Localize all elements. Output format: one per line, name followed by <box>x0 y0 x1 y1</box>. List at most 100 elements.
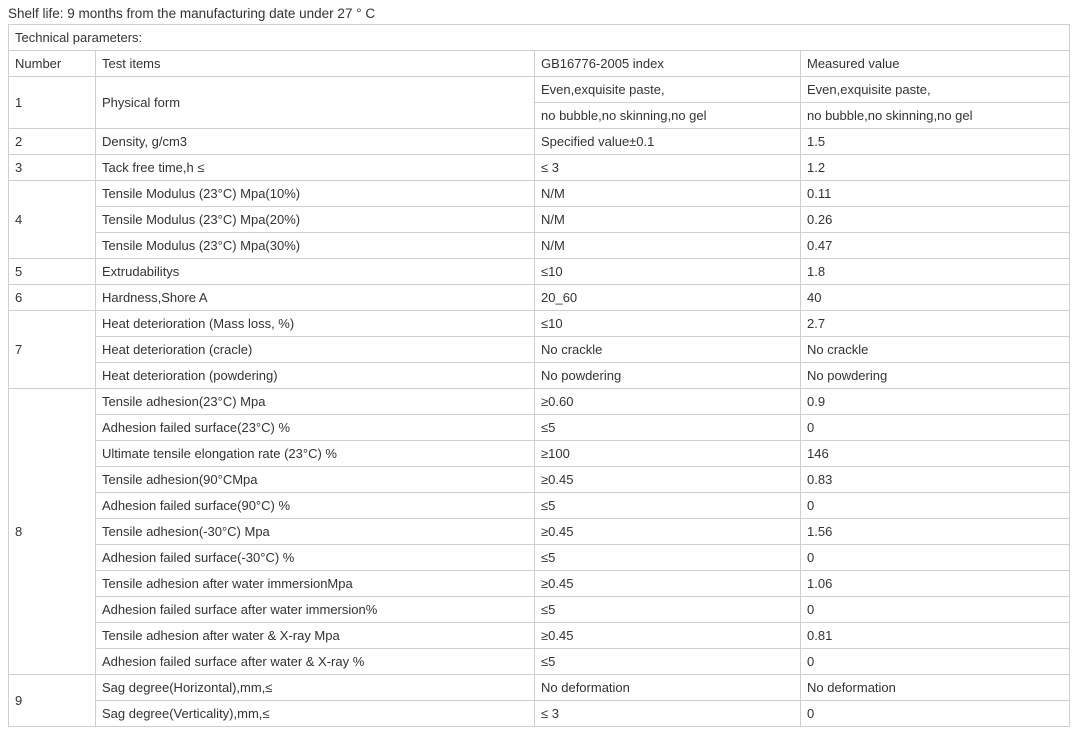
measured-value-cell: 0.26 <box>799 206 1071 233</box>
test-item-cell: Adhesion failed surface(23°C) % <box>95 414 535 441</box>
measured-value-cell: 1.8 <box>799 258 1071 285</box>
standard-index-cell: ≤ 3 <box>534 154 801 181</box>
measured-value-cell: 40 <box>799 284 1071 311</box>
test-item-cell: Heat deterioration (powdering) <box>95 362 535 389</box>
row-number-cell: 4 <box>8 180 96 259</box>
test-item-cell: Tensile adhesion after water immersionMp… <box>95 570 535 597</box>
table-row: Adhesion failed surface(-30°C) % ≤5 0 <box>9 544 1071 571</box>
standard-index-cell: Even,exquisite paste, <box>534 76 801 103</box>
test-item-cell: Adhesion failed surface(90°C) % <box>95 492 535 519</box>
test-item-cell: Tack free time,h ≤ <box>95 154 535 181</box>
measured-value-cell: 0 <box>799 648 1071 675</box>
test-item-cell: Sag degree(Horizontal),mm,≤ <box>95 674 535 701</box>
column-header-standard-index: GB16776-2005 index <box>534 50 801 77</box>
standard-index-cell: ≥0.45 <box>534 622 801 649</box>
column-header-test-items: Test items <box>95 50 535 77</box>
table-row: Tensile adhesion after water immersionMp… <box>9 570 1071 597</box>
test-item-cell: Heat deterioration (cracle) <box>95 336 535 363</box>
table-row: Tensile Modulus (23°C) Mpa(20%) N/M 0.26 <box>9 206 1071 233</box>
column-header-number: Number <box>8 50 96 77</box>
row-number-cell: 3 <box>8 154 96 181</box>
test-item-cell: Adhesion failed surface(-30°C) % <box>95 544 535 571</box>
column-header-measured-value: Measured value <box>799 50 1071 77</box>
measured-value-cell: 1.06 <box>799 570 1071 597</box>
measured-value-cell: 0 <box>799 544 1071 571</box>
table-row: 3 Tack free time,h ≤ ≤ 3 1.2 <box>8 154 1071 181</box>
measured-value-cell: 0 <box>799 596 1071 623</box>
measured-value-cell: 0 <box>799 414 1071 441</box>
standard-index-cell: N/M <box>534 232 801 259</box>
standard-index-cell: No deformation <box>534 674 801 701</box>
standard-index-cell: Specified value±0.1 <box>534 128 801 155</box>
standard-index-cell: ≥0.45 <box>534 466 801 493</box>
table-row: Adhesion failed surface after water & X-… <box>9 648 1071 675</box>
measured-value-cell: Even,exquisite paste, <box>799 76 1071 103</box>
table-row: Tensile Modulus (23°C) Mpa(30%) N/M 0.47 <box>9 232 1071 259</box>
test-item-cell: Tensile Modulus (23°C) Mpa(30%) <box>95 232 535 259</box>
standard-index-cell: no bubble,no skinning,no gel <box>534 102 801 129</box>
standard-index-cell: ≤5 <box>534 596 801 623</box>
row-number-cell: 2 <box>8 128 96 155</box>
test-item-cell: Adhesion failed surface after water & X-… <box>95 648 535 675</box>
row-number-cell: 1 <box>8 76 96 129</box>
test-item-cell: Tensile adhesion(90°CMpa <box>95 466 535 493</box>
row-number-cell: 7 <box>8 310 96 389</box>
standard-index-cell: ≥0.45 <box>534 570 801 597</box>
test-item-cell: Tensile adhesion after water & X-ray Mpa <box>95 622 535 649</box>
measured-value-cell: No crackle <box>799 336 1071 363</box>
standard-index-cell: N/M <box>534 180 801 207</box>
measured-value-cell: 0 <box>799 492 1071 519</box>
test-item-cell: Sag degree(Verticality),mm,≤ <box>95 700 535 727</box>
table-row: 5 Extrudabilitys ≤10 1.8 <box>8 258 1071 285</box>
measured-value-cell: 0.11 <box>799 180 1071 207</box>
table-row: no bubble,no skinning,no gel no bubble,no… <box>9 102 1071 129</box>
caption-row: Technical parameters: <box>7 24 1071 51</box>
standard-index-cell: ≤5 <box>534 492 801 519</box>
test-item-cell: Tensile adhesion(-30°C) Mpa <box>95 518 535 545</box>
standard-index-cell: ≥0.60 <box>534 388 801 415</box>
test-item-cell: Ultimate tensile elongation rate (23°C) … <box>95 440 535 467</box>
table-row: Tensile adhesion(90°CMpa ≥0.45 0.83 <box>9 466 1071 493</box>
standard-index-cell: N/M <box>534 206 801 233</box>
measured-value-cell: 0.81 <box>799 622 1071 649</box>
standard-index-cell: ≥0.45 <box>534 518 801 545</box>
standard-index-cell: ≥100 <box>534 440 801 467</box>
measured-value-cell: 146 <box>799 440 1071 467</box>
measured-value-cell: No deformation <box>799 674 1071 701</box>
table-row: 4 Tensile Modulus (23°C) Mpa(10%) N/M 0.11 <box>8 180 1071 259</box>
standard-index-cell: ≤10 <box>534 310 801 337</box>
header-row: Number Test items GB16776-2005 index Mea… <box>8 50 1071 77</box>
test-item-cell: Tensile Modulus (23°C) Mpa(20%) <box>95 206 535 233</box>
test-item-cell: Extrudabilitys <box>95 258 535 285</box>
table-row: Heat deterioration (cracle) No crackle No … <box>9 336 1071 363</box>
measured-value-cell: 0 <box>799 700 1071 727</box>
standard-index-cell: ≤5 <box>534 544 801 571</box>
table-row: Heat deterioration (powdering) No powderi… <box>9 362 1071 389</box>
standard-index-cell: No crackle <box>534 336 801 363</box>
table-row: Ultimate tensile elongation rate (23°C) … <box>9 440 1071 467</box>
table-row: 1 Physical form Even,exquisite paste, Even,… <box>8 76 1071 129</box>
shelf-life-note: Shelf life: 9 months from the manufactur… <box>8 6 376 21</box>
table-body: 1 Physical form Even,exquisite paste, Even,… <box>8 76 1071 727</box>
row-number-cell: 9 <box>8 674 96 727</box>
measured-value-cell: no bubble,no skinning,no gel <box>799 102 1071 129</box>
row-number-cell: 6 <box>8 284 96 311</box>
row-number-cell: 8 <box>8 388 96 675</box>
table-row: 2 Density, g/cm3 Specified value±0.1 1.5 <box>8 128 1071 155</box>
technical-parameters-table: Technical parameters: Number Test items … <box>7 24 1071 727</box>
test-item-cell: Adhesion failed surface after water imme… <box>95 596 535 623</box>
measured-value-cell: 1.56 <box>799 518 1071 545</box>
table-row: Tensile adhesion(-30°C) Mpa ≥0.45 1.56 <box>9 518 1071 545</box>
measured-value-cell: No powdering <box>799 362 1071 389</box>
test-item-cell: Density, g/cm3 <box>95 128 535 155</box>
measured-value-cell: 2.7 <box>799 310 1071 337</box>
test-item-cell: Physical form <box>95 76 535 129</box>
table-row: 8 Tensile adhesion(23°C) Mpa ≥0.60 0.9 <box>8 388 1071 675</box>
standard-index-cell: ≤5 <box>534 648 801 675</box>
measured-value-cell: 0.9 <box>799 388 1071 415</box>
measured-value-cell: 1.5 <box>799 128 1071 155</box>
test-item-cell: Tensile Modulus (23°C) Mpa(10%) <box>95 180 535 207</box>
measured-value-cell: 1.2 <box>799 154 1071 181</box>
table-row: 7 Heat deterioration (Mass loss, %) ≤10 2.7 <box>8 310 1071 389</box>
